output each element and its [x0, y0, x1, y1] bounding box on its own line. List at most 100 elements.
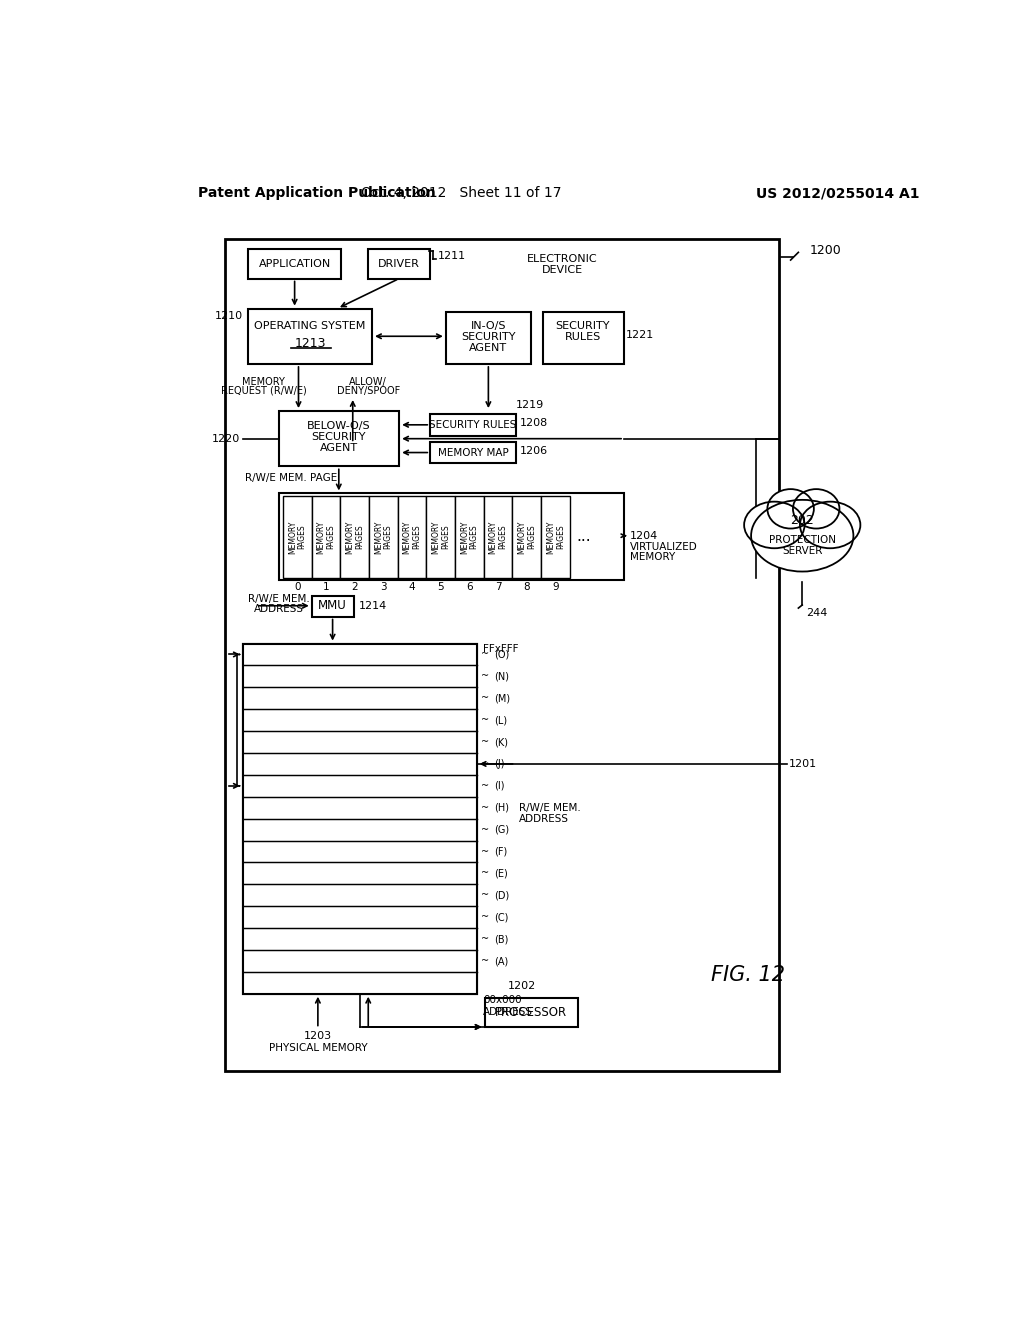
Bar	[243, 644, 477, 994]
Text: AGENT: AGENT	[319, 444, 357, 453]
Text: (H): (H)	[494, 803, 509, 813]
Text: 1221: 1221	[627, 330, 654, 341]
Text: DEVICE: DEVICE	[542, 265, 583, 275]
Text: 244: 244	[806, 607, 827, 618]
Text: 1220: 1220	[212, 434, 241, 444]
Text: APPLICATION: APPLICATION	[258, 259, 331, 269]
Text: ALLOW/: ALLOW/	[349, 376, 387, 387]
Bar	[430, 442, 515, 463]
Text: VIRTUALIZED: VIRTUALIZED	[630, 543, 698, 552]
Text: SECURITY RULES: SECURITY RULES	[429, 420, 516, 430]
Ellipse shape	[793, 490, 840, 528]
Text: 1208: 1208	[519, 418, 548, 428]
Text: 1201: 1201	[790, 759, 817, 770]
Text: 8: 8	[523, 582, 530, 593]
Text: ...: ...	[577, 529, 591, 544]
Text: 9: 9	[552, 582, 559, 593]
Text: R/W/E MEM.: R/W/E MEM.	[519, 803, 582, 813]
Text: ~: ~	[480, 825, 488, 834]
Text: (D): (D)	[494, 890, 509, 900]
Bar	[543, 313, 624, 364]
Text: 1211: 1211	[438, 251, 466, 261]
Text: (C): (C)	[494, 912, 508, 923]
Text: MEMORY MAP: MEMORY MAP	[437, 447, 508, 458]
Text: 6: 6	[466, 582, 473, 593]
Text: FFxFFF: FFxFFF	[483, 644, 518, 653]
Text: 5: 5	[437, 582, 444, 593]
Text: MEMORY
PAGES: MEMORY PAGES	[288, 520, 306, 553]
Text: (E): (E)	[494, 869, 508, 878]
Text: 1210: 1210	[215, 312, 243, 321]
Text: 1: 1	[323, 582, 330, 593]
Ellipse shape	[800, 502, 860, 548]
Text: (M): (M)	[494, 693, 510, 704]
Text: DRIVER: DRIVER	[378, 259, 420, 269]
Text: BELOW-O/S: BELOW-O/S	[307, 421, 371, 432]
Text: (I): (I)	[494, 781, 504, 791]
Text: REQUEST (R/W/E): REQUEST (R/W/E)	[221, 385, 306, 396]
Text: US 2012/0255014 A1: US 2012/0255014 A1	[756, 186, 920, 201]
Text: 00x000: 00x000	[483, 995, 521, 1006]
Bar	[430, 414, 515, 436]
Text: ~: ~	[480, 715, 488, 725]
Text: MEMORY
PAGES: MEMORY PAGES	[546, 520, 565, 553]
Bar	[445, 313, 531, 364]
Text: ELECTRONIC: ELECTRONIC	[526, 253, 597, 264]
Text: 1203: 1203	[304, 1031, 332, 1041]
Ellipse shape	[751, 500, 853, 572]
Text: MMU: MMU	[318, 599, 347, 612]
Text: MEMORY
PAGES: MEMORY PAGES	[374, 520, 393, 553]
Text: 1206: 1206	[519, 446, 548, 455]
Text: PHYSICAL MEMORY: PHYSICAL MEMORY	[268, 1043, 368, 1053]
Text: SECURITY: SECURITY	[311, 432, 366, 442]
Text: PROCESSOR: PROCESSOR	[495, 1006, 567, 1019]
Text: MEMORY
PAGES: MEMORY PAGES	[316, 520, 336, 553]
Text: ~: ~	[480, 672, 488, 681]
Text: ~: ~	[480, 693, 488, 704]
Text: MEMORY
PAGES: MEMORY PAGES	[345, 520, 365, 553]
Text: MEMORY
PAGES: MEMORY PAGES	[460, 520, 479, 553]
Text: ADDRESS: ADDRESS	[483, 1007, 532, 1016]
Text: ~: ~	[480, 649, 488, 660]
Bar	[225, 239, 779, 1071]
Text: SECURITY: SECURITY	[556, 321, 610, 331]
Text: ADDRESS: ADDRESS	[519, 813, 569, 824]
Bar	[455, 496, 483, 578]
Bar	[248, 309, 372, 364]
Text: R/W/E MEM. PAGE: R/W/E MEM. PAGE	[245, 473, 337, 483]
Text: ~: ~	[480, 890, 488, 900]
Text: 0: 0	[294, 582, 301, 593]
Text: ~: ~	[480, 737, 488, 747]
Text: R/W/E MEM.: R/W/E MEM.	[248, 594, 310, 603]
Text: IN-O/S: IN-O/S	[471, 321, 506, 331]
Text: 3: 3	[380, 582, 387, 593]
Bar	[280, 494, 624, 581]
Text: MEMORY
PAGES: MEMORY PAGES	[431, 520, 451, 553]
Bar	[484, 998, 578, 1027]
Text: 202: 202	[791, 513, 814, 527]
Text: SECURITY: SECURITY	[461, 333, 516, 342]
Bar	[280, 411, 399, 466]
Text: (B): (B)	[494, 935, 508, 944]
Bar	[541, 496, 569, 578]
Text: 4: 4	[409, 582, 416, 593]
Bar	[243, 644, 477, 994]
Text: OPERATING SYSTEM: OPERATING SYSTEM	[254, 321, 366, 331]
Bar	[248, 249, 341, 279]
Bar	[483, 496, 512, 578]
Text: (N): (N)	[494, 672, 509, 681]
Text: PROTECTION: PROTECTION	[769, 535, 836, 545]
Bar	[283, 496, 311, 578]
Text: Oct. 4, 2012   Sheet 11 of 17: Oct. 4, 2012 Sheet 11 of 17	[361, 186, 561, 201]
Text: 1202: 1202	[508, 981, 536, 991]
Text: 1214: 1214	[359, 601, 387, 611]
Text: ~: ~	[480, 956, 488, 966]
Text: 1204: 1204	[630, 531, 658, 541]
Bar	[311, 595, 354, 616]
Text: ~: ~	[480, 759, 488, 770]
Bar	[397, 496, 426, 578]
Bar	[311, 496, 340, 578]
Text: ~: ~	[480, 869, 488, 878]
Text: ~: ~	[480, 781, 488, 791]
Text: ~: ~	[480, 846, 488, 857]
